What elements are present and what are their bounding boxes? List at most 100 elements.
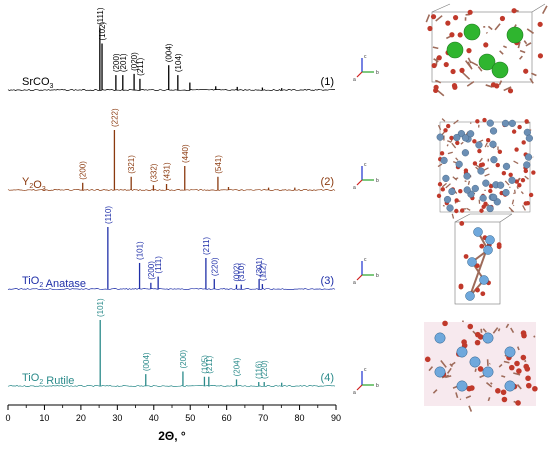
oxygen-atom	[454, 198, 459, 203]
bond-stick	[459, 398, 462, 401]
bond-stick	[468, 405, 473, 412]
yttrium-atom	[479, 194, 487, 202]
yttrium-atom	[453, 133, 461, 142]
bond-stick	[433, 58, 439, 63]
bond-stick	[518, 55, 523, 60]
xrd-panel-1: (111)(102) (200)(201) (020)(211) (004)(104)…	[7, 7, 335, 92]
peak-label: (102)	[98, 21, 107, 40]
bond-stick	[451, 361, 456, 366]
yttrium-atom	[490, 193, 498, 201]
oxygen-atom	[442, 320, 448, 327]
oxygen-atom	[514, 360, 520, 367]
bond-stick	[497, 328, 501, 332]
x-tick-label: 20	[76, 413, 86, 423]
strontium-atom	[463, 23, 481, 41]
oxygen-atom	[514, 147, 519, 152]
peak-label: (220)	[260, 360, 269, 379]
oxygen-atom	[537, 53, 544, 59]
bond-stick	[428, 366, 434, 372]
oxygen-atom	[424, 356, 431, 363]
yttrium-atom	[501, 119, 510, 128]
yttrium-atom	[486, 119, 494, 127]
oxygen-atom	[451, 83, 458, 89]
x-tick-label: 30	[112, 413, 122, 423]
peak-label: (431)	[163, 162, 172, 181]
oxygen-atom	[472, 139, 477, 144]
peak-label: (220)	[210, 257, 219, 276]
bond-stick	[470, 61, 479, 67]
panel-index-label: (3)	[321, 275, 334, 287]
bond-stick	[542, 5, 548, 15]
strontium-atom	[446, 41, 464, 59]
bond-stick	[434, 79, 438, 83]
bond-stick	[522, 205, 526, 211]
oxygen-atom	[477, 366, 484, 372]
oxygen-atom	[445, 20, 451, 26]
bond-stick	[485, 381, 493, 388]
peak-label: (111)	[96, 7, 105, 25]
sample-name-label: TiO2 Rutile	[22, 372, 74, 387]
oxygen-atom	[496, 244, 502, 250]
peak-label: (105)	[200, 355, 209, 374]
a-axis-arrow	[356, 179, 363, 186]
oxygen-atom	[477, 334, 484, 340]
bond-stick	[485, 204, 490, 208]
oxygen-atom	[474, 263, 480, 269]
formula-text: O	[33, 179, 42, 191]
oxygen-atom	[475, 119, 480, 124]
b-axis-letter: b	[376, 70, 379, 76]
peak-label: (200)	[79, 161, 88, 180]
titanium-atom	[434, 332, 446, 344]
yttrium-atom	[446, 204, 454, 212]
b-axis-letter: b	[376, 383, 379, 389]
anatase-structure-image	[454, 213, 513, 305]
a-axis-arrow	[356, 384, 363, 391]
oxygen-atom	[520, 177, 526, 183]
bond-stick	[451, 142, 457, 149]
yttrium-atom	[489, 140, 497, 148]
oxygen-atom	[477, 148, 482, 154]
peak-label: (204)	[233, 357, 242, 376]
a-axis-letter: a	[353, 390, 356, 396]
bond-stick	[519, 49, 526, 54]
bond-stick	[516, 346, 520, 351]
bond-stick	[466, 80, 475, 87]
a-axis-letter: a	[353, 77, 356, 83]
oxygen-atom	[495, 387, 501, 394]
oxygen-atom	[507, 88, 514, 94]
formula-text: TiO	[22, 372, 40, 384]
sample-name-label: SrCO3	[22, 76, 54, 90]
x-axis: 0 10 20 30 40 50 60 70 80 90 2Θ, °	[5, 404, 341, 443]
bond-stick	[455, 392, 459, 399]
titanium-atom	[465, 291, 475, 301]
oxygen-atom	[488, 184, 494, 189]
oxygen-atom	[508, 172, 513, 177]
bond-stick	[494, 23, 501, 31]
peak-label: (200)	[147, 261, 156, 280]
titanium-atom	[482, 366, 494, 378]
oxygen-atom	[517, 124, 522, 130]
x-tick-label: 10	[39, 413, 49, 423]
bond-stick	[488, 362, 491, 365]
oxygen-atom	[449, 32, 455, 38]
yttrium-atom	[455, 160, 463, 168]
bond-stick	[453, 119, 459, 125]
bond-stick	[447, 140, 452, 143]
bond-stick	[485, 31, 488, 34]
bond-stick	[437, 124, 442, 131]
bond-stick	[460, 141, 464, 145]
bond-stick	[435, 15, 443, 22]
bond-stick	[511, 199, 515, 205]
axis-orientation-glyph: c b a	[353, 162, 379, 191]
bond-stick	[504, 180, 510, 186]
bond-stick	[499, 50, 504, 55]
oxygen-atom	[525, 382, 532, 389]
bond-stick	[467, 57, 472, 64]
yttrium-atom	[502, 188, 510, 197]
oxygen-atom	[472, 161, 478, 166]
oxygen-atom	[475, 287, 480, 293]
baseline-trace	[7, 385, 336, 388]
formula-subscript: 2	[29, 183, 33, 190]
oxygen-atom	[501, 396, 508, 403]
